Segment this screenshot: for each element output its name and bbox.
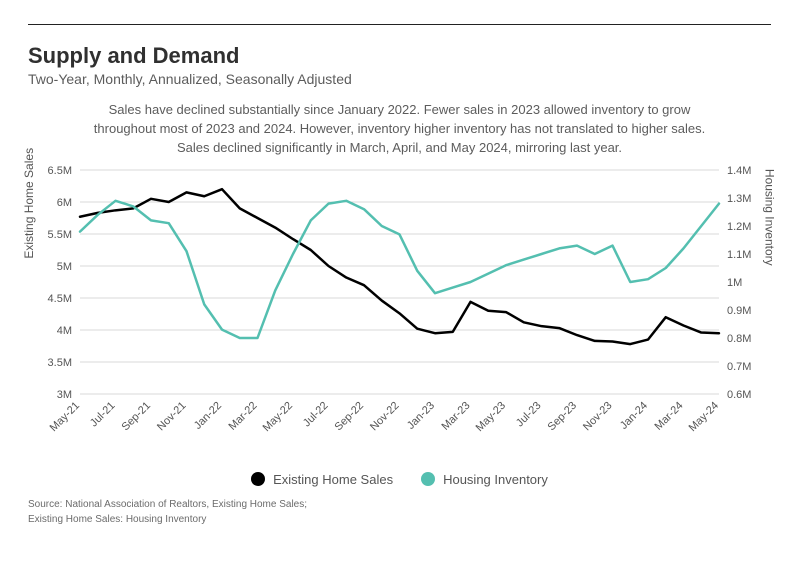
chart-title: Supply and Demand [28, 43, 771, 69]
chart-subtitle: Two-Year, Monthly, Annualized, Seasonall… [28, 71, 771, 87]
svg-text:Jan-24: Jan-24 [618, 399, 650, 431]
svg-text:3M: 3M [57, 389, 72, 401]
svg-text:May-22: May-22 [261, 399, 295, 433]
svg-text:Mar-22: Mar-22 [226, 399, 259, 432]
svg-text:0.7M: 0.7M [727, 361, 751, 373]
chart-blurb: Sales have declined substantially since … [80, 101, 720, 158]
svg-text:Nov-22: Nov-22 [368, 399, 402, 433]
source-block: Source: National Association of Realtors… [28, 497, 771, 527]
legend-item-inventory: Housing Inventory [421, 472, 548, 487]
svg-text:1.2M: 1.2M [727, 221, 751, 233]
top-rule [28, 24, 771, 25]
svg-text:Mar-24: Mar-24 [652, 399, 685, 432]
svg-text:Jan-22: Jan-22 [192, 399, 224, 431]
svg-text:5.5M: 5.5M [48, 229, 72, 241]
legend-swatch-sales [251, 472, 265, 486]
svg-text:Jul-22: Jul-22 [301, 399, 331, 429]
source-line-2: Existing Home Sales: Housing Inventory [28, 512, 771, 527]
svg-text:Sep-23: Sep-23 [546, 399, 580, 433]
svg-text:Jan-23: Jan-23 [405, 399, 437, 431]
svg-text:1.4M: 1.4M [727, 165, 751, 177]
svg-text:Sep-21: Sep-21 [120, 399, 154, 433]
svg-text:0.9M: 0.9M [727, 305, 751, 317]
svg-text:0.8M: 0.8M [727, 333, 751, 345]
svg-text:Jul-23: Jul-23 [514, 399, 544, 429]
source-line-1: Source: National Association of Realtors… [28, 497, 771, 512]
svg-text:May-21: May-21 [48, 399, 82, 433]
line-chart: 3M 3.5M 4M 4.5M 5M 5.5M 6M 6.5M 0.6M 0.7M 0.8M 0.9M… [28, 164, 771, 464]
svg-text:Sep-22: Sep-22 [333, 399, 367, 433]
y-axis-right-label: Housing Inventory [763, 168, 777, 265]
svg-text:0.6M: 0.6M [727, 389, 751, 401]
legend-item-sales: Existing Home Sales [251, 472, 393, 487]
svg-text:Jul-21: Jul-21 [88, 399, 118, 429]
svg-text:3.5M: 3.5M [48, 357, 72, 369]
svg-text:1M: 1M [727, 277, 742, 289]
svg-text:4M: 4M [57, 325, 72, 337]
svg-text:May-23: May-23 [474, 399, 508, 433]
svg-text:Nov-21: Nov-21 [155, 399, 189, 433]
svg-text:1.1M: 1.1M [727, 249, 751, 261]
chart-container: Existing Home Sales Housing Inventory 3M… [28, 164, 771, 464]
legend-label-inventory: Housing Inventory [443, 472, 548, 487]
svg-text:6M: 6M [57, 197, 72, 209]
legend-label-sales: Existing Home Sales [273, 472, 393, 487]
y-axis-left-label: Existing Home Sales [22, 147, 36, 258]
svg-text:May-24: May-24 [687, 399, 721, 433]
svg-text:Nov-23: Nov-23 [581, 399, 615, 433]
svg-text:4.5M: 4.5M [48, 293, 72, 305]
svg-text:6.5M: 6.5M [48, 165, 72, 177]
svg-text:Mar-23: Mar-23 [439, 399, 472, 432]
svg-text:5M: 5M [57, 261, 72, 273]
legend: Existing Home Sales Housing Inventory [28, 472, 771, 487]
svg-text:1.3M: 1.3M [727, 193, 751, 205]
page-root: Supply and Demand Two-Year, Monthly, Ann… [0, 0, 799, 575]
legend-swatch-inventory [421, 472, 435, 486]
